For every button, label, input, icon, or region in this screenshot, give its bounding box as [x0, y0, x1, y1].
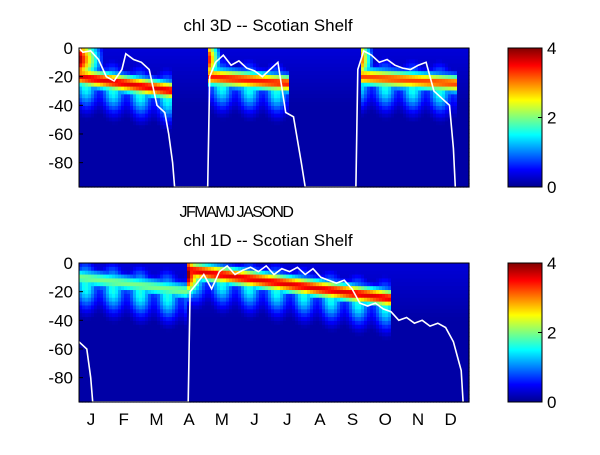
y-tick-label: -80	[48, 154, 73, 173]
y-tick-label: -40	[48, 96, 73, 115]
x-label-3d: JFMAMJ JASOND	[180, 204, 294, 221]
colorbar-3d: 0 2 4	[508, 39, 556, 197]
panel-3d: chl 3D -- Scotian Shelf 0 -20 -40 -60 -80 JF…	[48, 16, 556, 221]
panel-3d-title: chl 3D -- Scotian Shelf	[183, 16, 352, 35]
colorbar-3d-gradient	[508, 48, 542, 187]
colorbar-tick-label: 0	[547, 178, 556, 197]
y-tick-label: -60	[48, 125, 73, 144]
panel-1d-title: chl 1D -- Scotian Shelf	[183, 231, 352, 250]
heatmap-1d-cells	[79, 263, 470, 403]
y-tick-label: 0	[64, 39, 73, 58]
colorbar-tick-label: 4	[547, 39, 556, 58]
colorbar-tick-label: 2	[547, 109, 556, 128]
y-tick-label: -20	[48, 68, 73, 87]
y-ticks-3d: 0 -20 -40 -60 -80	[48, 39, 83, 173]
